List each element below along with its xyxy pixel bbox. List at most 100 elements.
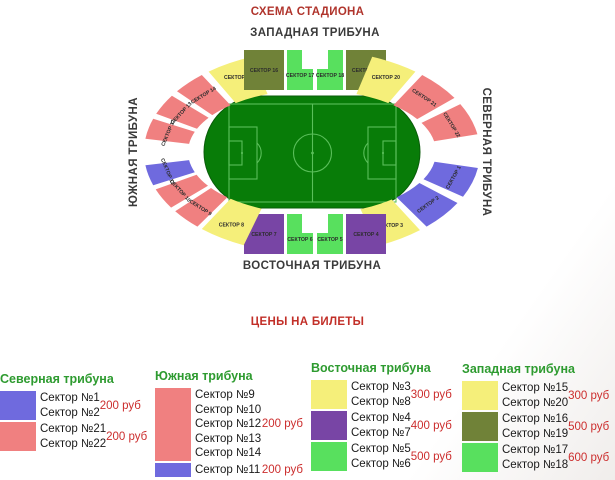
price-value: 300 руб [568, 389, 610, 402]
sector-20[interactable] [356, 56, 416, 104]
pitch-markings [228, 103, 397, 203]
legend-column-east: Восточная трибуна Сектор №3 Сектор №8 30… [311, 361, 452, 473]
sector-price-label: Сектор №5 [351, 443, 411, 455]
color-swatch [155, 462, 191, 477]
sector-22[interactable] [421, 104, 478, 142]
color-swatch [0, 391, 36, 420]
color-swatch [311, 411, 347, 440]
legend-column-south: Южная трибуна Сектор №9 Сектор №10 Секто… [155, 369, 305, 479]
legend-header: Южная трибуна [155, 369, 253, 383]
scheme-title: СХЕМА СТАДИОНА [250, 6, 365, 18]
pitch [203, 95, 421, 209]
price-value: 300 руб [410, 388, 452, 401]
sector-1[interactable] [423, 161, 478, 197]
sector-13[interactable] [156, 95, 209, 129]
sector-price-label: Сектор №18 [502, 458, 569, 471]
sector-5[interactable] [317, 214, 343, 254]
price-group: Сектор №16 Сектор №19 500 руб [462, 412, 609, 441]
legend-header: Западная трибуна [462, 362, 575, 376]
sector-price-label: Сектор №6 [351, 457, 411, 470]
legend-header: Восточная трибуна [311, 361, 431, 375]
sector-price-label: Сектор №17 [502, 444, 569, 456]
price-group: Сектор №4 Сектор №7 400 руб [311, 411, 452, 440]
price-group: Сектор №17 Сектор №18 600 руб [462, 443, 609, 472]
sector-price-label: Сектор №11 [195, 463, 261, 476]
sector-price-label: Сектор №3 [351, 381, 411, 393]
sector-price-label: Сектор №7 [351, 426, 411, 439]
sector-price-label: Сектор №16 [502, 413, 569, 425]
stadium-map: ЗАПАДНАЯ ТРИБУНА ВОСТОЧНАЯ ТРИБУНА ЮЖНАЯ… [128, 27, 492, 272]
legend-column-west: Западная трибуна Сектор №15 Сектор №20 3… [462, 362, 609, 474]
sector-price-label: Сектор №2 [40, 406, 100, 419]
color-swatch [462, 443, 498, 472]
price-value: 200 руб [261, 463, 303, 476]
color-swatch [311, 380, 347, 409]
sector-price-label: Сектор №1 [40, 392, 100, 404]
sector-16[interactable] [244, 50, 284, 90]
sector-9[interactable] [175, 188, 228, 227]
price-group: Сектор №5 Сектор №6 500 руб [311, 442, 452, 471]
price-value: 200 руб [106, 430, 148, 443]
color-swatch [0, 422, 36, 451]
prices-title: ЦЕНЫ НА БИЛЕТЫ [250, 316, 365, 328]
sector-17[interactable] [287, 50, 313, 90]
sector-price-label: Сектор №15 [502, 382, 569, 394]
legend-column-north: Северная трибуна Сектор №1 Сектор №2 200… [0, 372, 147, 453]
sector-price-label: Сектор №21 [40, 423, 107, 435]
price-group: Сектор №9 Сектор №10 Сектор №12 Сектор №… [155, 388, 305, 461]
sector-price-label: Сектор №10 [195, 403, 262, 416]
sector-11[interactable] [145, 160, 195, 186]
sector-label: СЕКТОР 5 [317, 237, 342, 243]
sector-21[interactable] [393, 75, 455, 120]
sector-label: СЕКТОР 3 [378, 223, 403, 229]
price-group: Сектор №3 Сектор №8 300 руб [311, 380, 452, 409]
sector-price-label: Сектор №20 [502, 396, 569, 409]
sector-label: СЕКТОР 18 [316, 73, 344, 79]
sector-8[interactable] [201, 198, 262, 246]
color-swatch [311, 442, 347, 471]
sector-14[interactable] [177, 75, 231, 116]
sector-label: СЕКТОР 17 [286, 73, 314, 79]
price-value: 600 руб [568, 451, 610, 464]
sector-12[interactable] [145, 118, 195, 144]
sector-18[interactable] [317, 50, 343, 90]
sector-label: СЕКТОР 16 [250, 68, 278, 74]
price-value: 400 руб [410, 419, 452, 432]
sector-label: СЕКТОР 20 [372, 75, 400, 81]
price-value: 500 руб [410, 450, 452, 463]
price-value: 200 руб [261, 418, 303, 431]
price-group: Сектор №1 Сектор №2 200 руб [0, 391, 142, 420]
color-swatch [462, 381, 498, 410]
sector-price-label: Сектор №13 [195, 432, 262, 445]
sector-2[interactable] [396, 183, 458, 227]
sector-price-label: Сектор №9 [195, 389, 255, 401]
sector-label: СЕКТОР 15 [224, 75, 252, 81]
legend-header: Северная трибуна [0, 372, 114, 386]
sector-price-label: Сектор №4 [351, 412, 411, 424]
sector-label: СЕКТОР 8 [219, 222, 244, 228]
north-tribune-label: СЕВЕРНАЯ ТРИБУНА [480, 88, 492, 217]
west-tribune-label: ЗАПАДНАЯ ТРИБУНА [250, 27, 380, 39]
price-group: Сектор №15 Сектор №20 300 руб [462, 381, 609, 410]
sector-4[interactable] [346, 214, 386, 254]
price-group: Сектор №11 200 руб [155, 462, 305, 477]
sector-price-label: Сектор №12 [195, 418, 262, 430]
sector-price-label: Сектор №8 [351, 395, 411, 408]
sector-label: СЕКТОР 19 [352, 68, 380, 74]
sector-label: СЕКТОР 6 [287, 237, 312, 243]
south-tribune-label: ЮЖНАЯ ТРИБУНА [128, 97, 140, 207]
color-swatch [462, 412, 498, 441]
sector-label: СЕКТОР 4 [353, 232, 378, 238]
price-value: 500 руб [568, 420, 610, 433]
east-tribune-label: ВОСТОЧНАЯ ТРИБУНА [243, 260, 381, 272]
sector-price-label: Сектор №14 [195, 447, 262, 459]
sector-label: СЕКТОР 7 [251, 232, 276, 238]
sector-price-label: Сектор №19 [502, 427, 569, 440]
price-group: Сектор №21 Сектор №22 200 руб [0, 422, 147, 451]
sector-price-label: Сектор №22 [40, 437, 107, 450]
sector-10[interactable] [155, 174, 208, 208]
color-swatch [155, 388, 191, 461]
price-value: 200 руб [99, 399, 141, 412]
sector-6[interactable] [287, 214, 313, 254]
